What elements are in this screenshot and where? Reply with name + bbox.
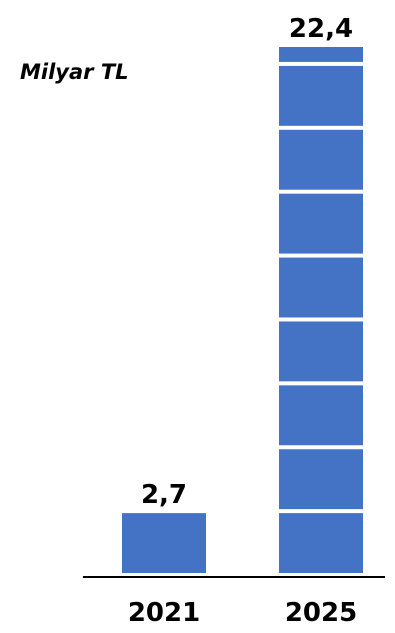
category-label-2021: 2021 [128, 598, 200, 628]
unit-label: Milyar TL [20, 60, 129, 84]
value-label-2021: 2,7 [141, 480, 187, 510]
bar-segment-2021-1 [122, 513, 206, 573]
bar-segment-2025-6 [279, 193, 363, 254]
labels-layer: 2,7 2021 22,4 2025 [128, 14, 357, 628]
category-label-2025: 2025 [285, 598, 357, 628]
bar-segment-2025-2 [279, 449, 363, 510]
bar-segment-2025-5 [279, 257, 363, 318]
bar-segment-2025-4 [279, 321, 363, 382]
bars-layer [122, 47, 363, 573]
bar-segment-2025-3 [279, 385, 363, 446]
value-label-2025: 22,4 [289, 14, 353, 44]
bar-segment-2025-8 [279, 65, 363, 126]
bar-segment-2025-1 [279, 513, 363, 573]
bar-segment-2025-cap [279, 47, 363, 62]
bar-segment-2025-7 [279, 129, 363, 190]
